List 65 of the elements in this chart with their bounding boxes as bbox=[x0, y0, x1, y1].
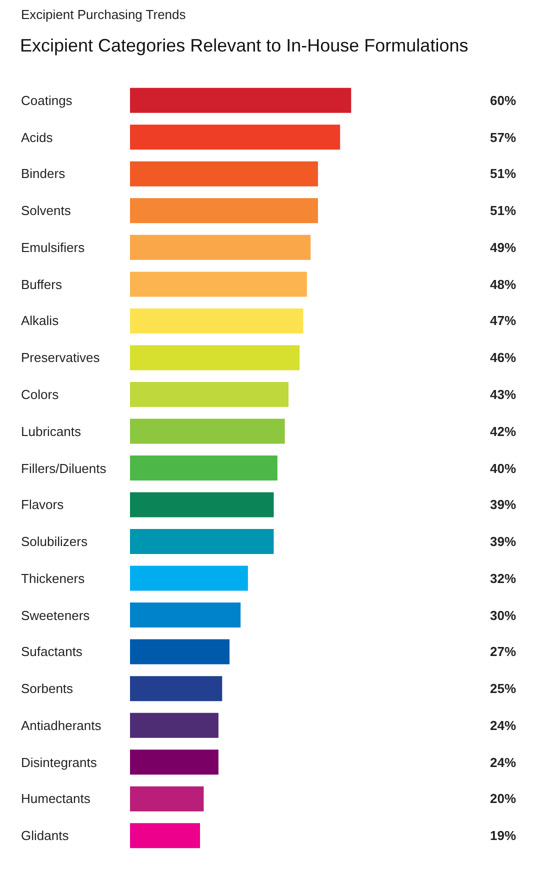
y-tick-label: Sufactants bbox=[21, 644, 83, 659]
y-tick-label: Lubricants bbox=[21, 424, 82, 439]
bar bbox=[130, 492, 274, 518]
y-tick-label: Sorbents bbox=[21, 681, 74, 696]
data-label: 43% bbox=[490, 387, 516, 402]
y-tick-label: Flavors bbox=[21, 497, 64, 512]
data-label: 40% bbox=[490, 461, 516, 476]
data-label: 24% bbox=[490, 718, 516, 733]
data-label: 24% bbox=[490, 755, 516, 770]
y-tick-label: Antiadherants bbox=[21, 718, 102, 733]
data-label: 48% bbox=[490, 277, 516, 292]
bar bbox=[130, 639, 230, 664]
bar bbox=[130, 124, 340, 150]
y-tick-label: Buffers bbox=[21, 277, 62, 292]
chart-subtitle: Excipient Purchasing Trends bbox=[21, 7, 186, 22]
bar bbox=[130, 418, 285, 444]
data-label: 46% bbox=[490, 350, 516, 365]
y-tick-label: Alkalis bbox=[21, 313, 60, 328]
data-label: 32% bbox=[490, 571, 516, 586]
data-label: 51% bbox=[490, 203, 516, 218]
data-label: 47% bbox=[490, 313, 516, 328]
y-tick-label: Emulsifiers bbox=[21, 240, 86, 255]
bar bbox=[130, 308, 304, 334]
bar bbox=[130, 602, 241, 628]
y-tick-label: Coatings bbox=[21, 93, 73, 108]
chart-title: Excipient Categories Relevant to In-House Formulations bbox=[20, 35, 468, 56]
bar bbox=[130, 198, 318, 224]
y-tick-label: Sweeteners bbox=[21, 608, 90, 623]
y-tick-label: Binders bbox=[21, 166, 66, 181]
y-tick-label: Solubilizers bbox=[21, 534, 88, 549]
y-tick-label: Disintegrants bbox=[21, 755, 98, 770]
data-label: 57% bbox=[490, 130, 516, 145]
y-tick-label: Glidants bbox=[21, 828, 70, 843]
y-tick-label: Preservatives bbox=[21, 350, 100, 365]
data-label: 39% bbox=[490, 497, 516, 512]
data-label: 39% bbox=[490, 534, 516, 549]
bar bbox=[130, 234, 311, 260]
bar bbox=[130, 272, 307, 297]
bar bbox=[130, 161, 318, 186]
bar bbox=[130, 823, 200, 848]
y-tick-label: Fillers/Diluents bbox=[21, 461, 107, 476]
data-label: 42% bbox=[490, 424, 516, 439]
bar bbox=[130, 566, 248, 591]
y-tick-label: Acids bbox=[21, 130, 54, 145]
data-label: 27% bbox=[490, 644, 516, 659]
bar bbox=[130, 786, 204, 812]
data-label: 25% bbox=[490, 681, 516, 696]
bar bbox=[130, 712, 218, 738]
bar bbox=[130, 88, 352, 113]
data-label: 60% bbox=[490, 93, 516, 108]
data-label: 49% bbox=[490, 240, 516, 255]
y-tick-label: Thickeners bbox=[21, 571, 86, 586]
bar bbox=[130, 382, 288, 407]
y-tick-label: Humectants bbox=[21, 791, 91, 806]
data-label: 20% bbox=[490, 791, 516, 806]
y-tick-label: Solvents bbox=[21, 203, 72, 218]
data-label: 19% bbox=[490, 828, 516, 843]
y-tick-label: Colors bbox=[21, 387, 60, 402]
data-label: 51% bbox=[490, 166, 516, 181]
data-label: 30% bbox=[490, 608, 516, 623]
bar bbox=[130, 529, 274, 554]
bar bbox=[130, 345, 300, 370]
bar bbox=[130, 676, 222, 702]
bar bbox=[130, 456, 278, 480]
bar bbox=[130, 750, 218, 775]
